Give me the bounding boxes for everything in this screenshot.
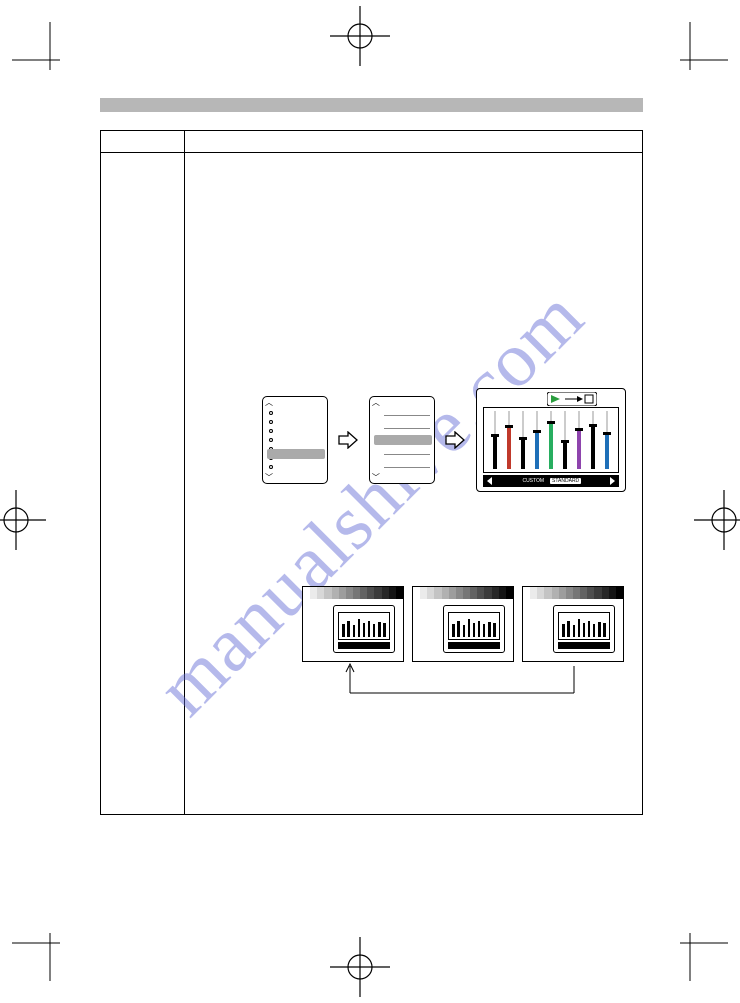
connector-line: [0, 0, 740, 1003]
page: manualshive.com ︿﹀ ︿﹀: [0, 0, 740, 1003]
